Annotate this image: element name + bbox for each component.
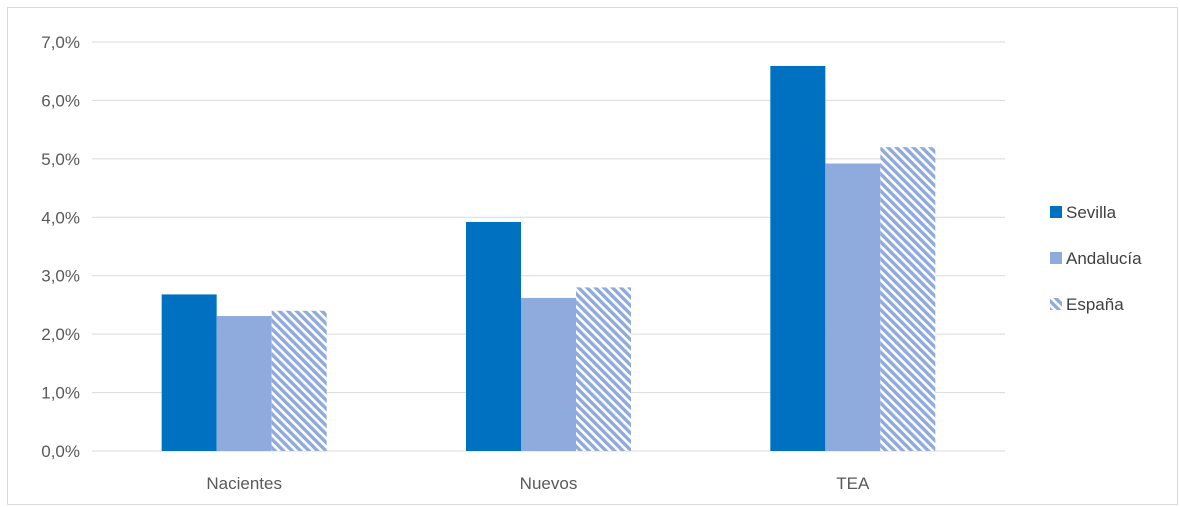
bar: [271, 310, 327, 451]
y-tick-label: 2,0%: [41, 325, 80, 344]
legend-label: Andalucía: [1066, 249, 1142, 268]
y-tick-label: 4,0%: [41, 208, 80, 227]
bar: [770, 65, 826, 451]
bar: [466, 221, 521, 451]
legend-label: España: [1066, 295, 1124, 314]
x-tick-label: Nacientes: [206, 474, 282, 493]
x-tick-label: Nuevos: [520, 474, 578, 493]
y-tick-label: 6,0%: [41, 91, 80, 110]
legend-swatch: [1050, 252, 1062, 264]
y-tick-label: 5,0%: [41, 150, 80, 169]
y-tick-label: 1,0%: [41, 384, 80, 403]
y-tick-label: 3,0%: [41, 267, 80, 286]
legend-swatch: [1050, 206, 1062, 218]
bar: [576, 287, 631, 451]
bar: [880, 147, 936, 451]
bars: [161, 65, 936, 451]
legend: Sevilla Andalucía España: [1050, 203, 1142, 314]
y-axis-ticks: 0,0% 1,0% 2,0% 3,0% 4,0% 5,0% 6,0% 7,0%: [41, 33, 80, 461]
x-tick-label: TEA: [836, 474, 870, 493]
legend-label: Sevilla: [1066, 203, 1117, 222]
bar: [521, 297, 576, 451]
legend-swatch: [1050, 298, 1062, 310]
bar: [216, 316, 272, 451]
y-tick-label: 7,0%: [41, 33, 80, 52]
x-axis-ticks: Nacientes Nuevos TEA: [206, 474, 870, 493]
bar: [161, 294, 217, 451]
bar: [825, 163, 881, 451]
y-tick-label: 0,0%: [41, 442, 80, 461]
